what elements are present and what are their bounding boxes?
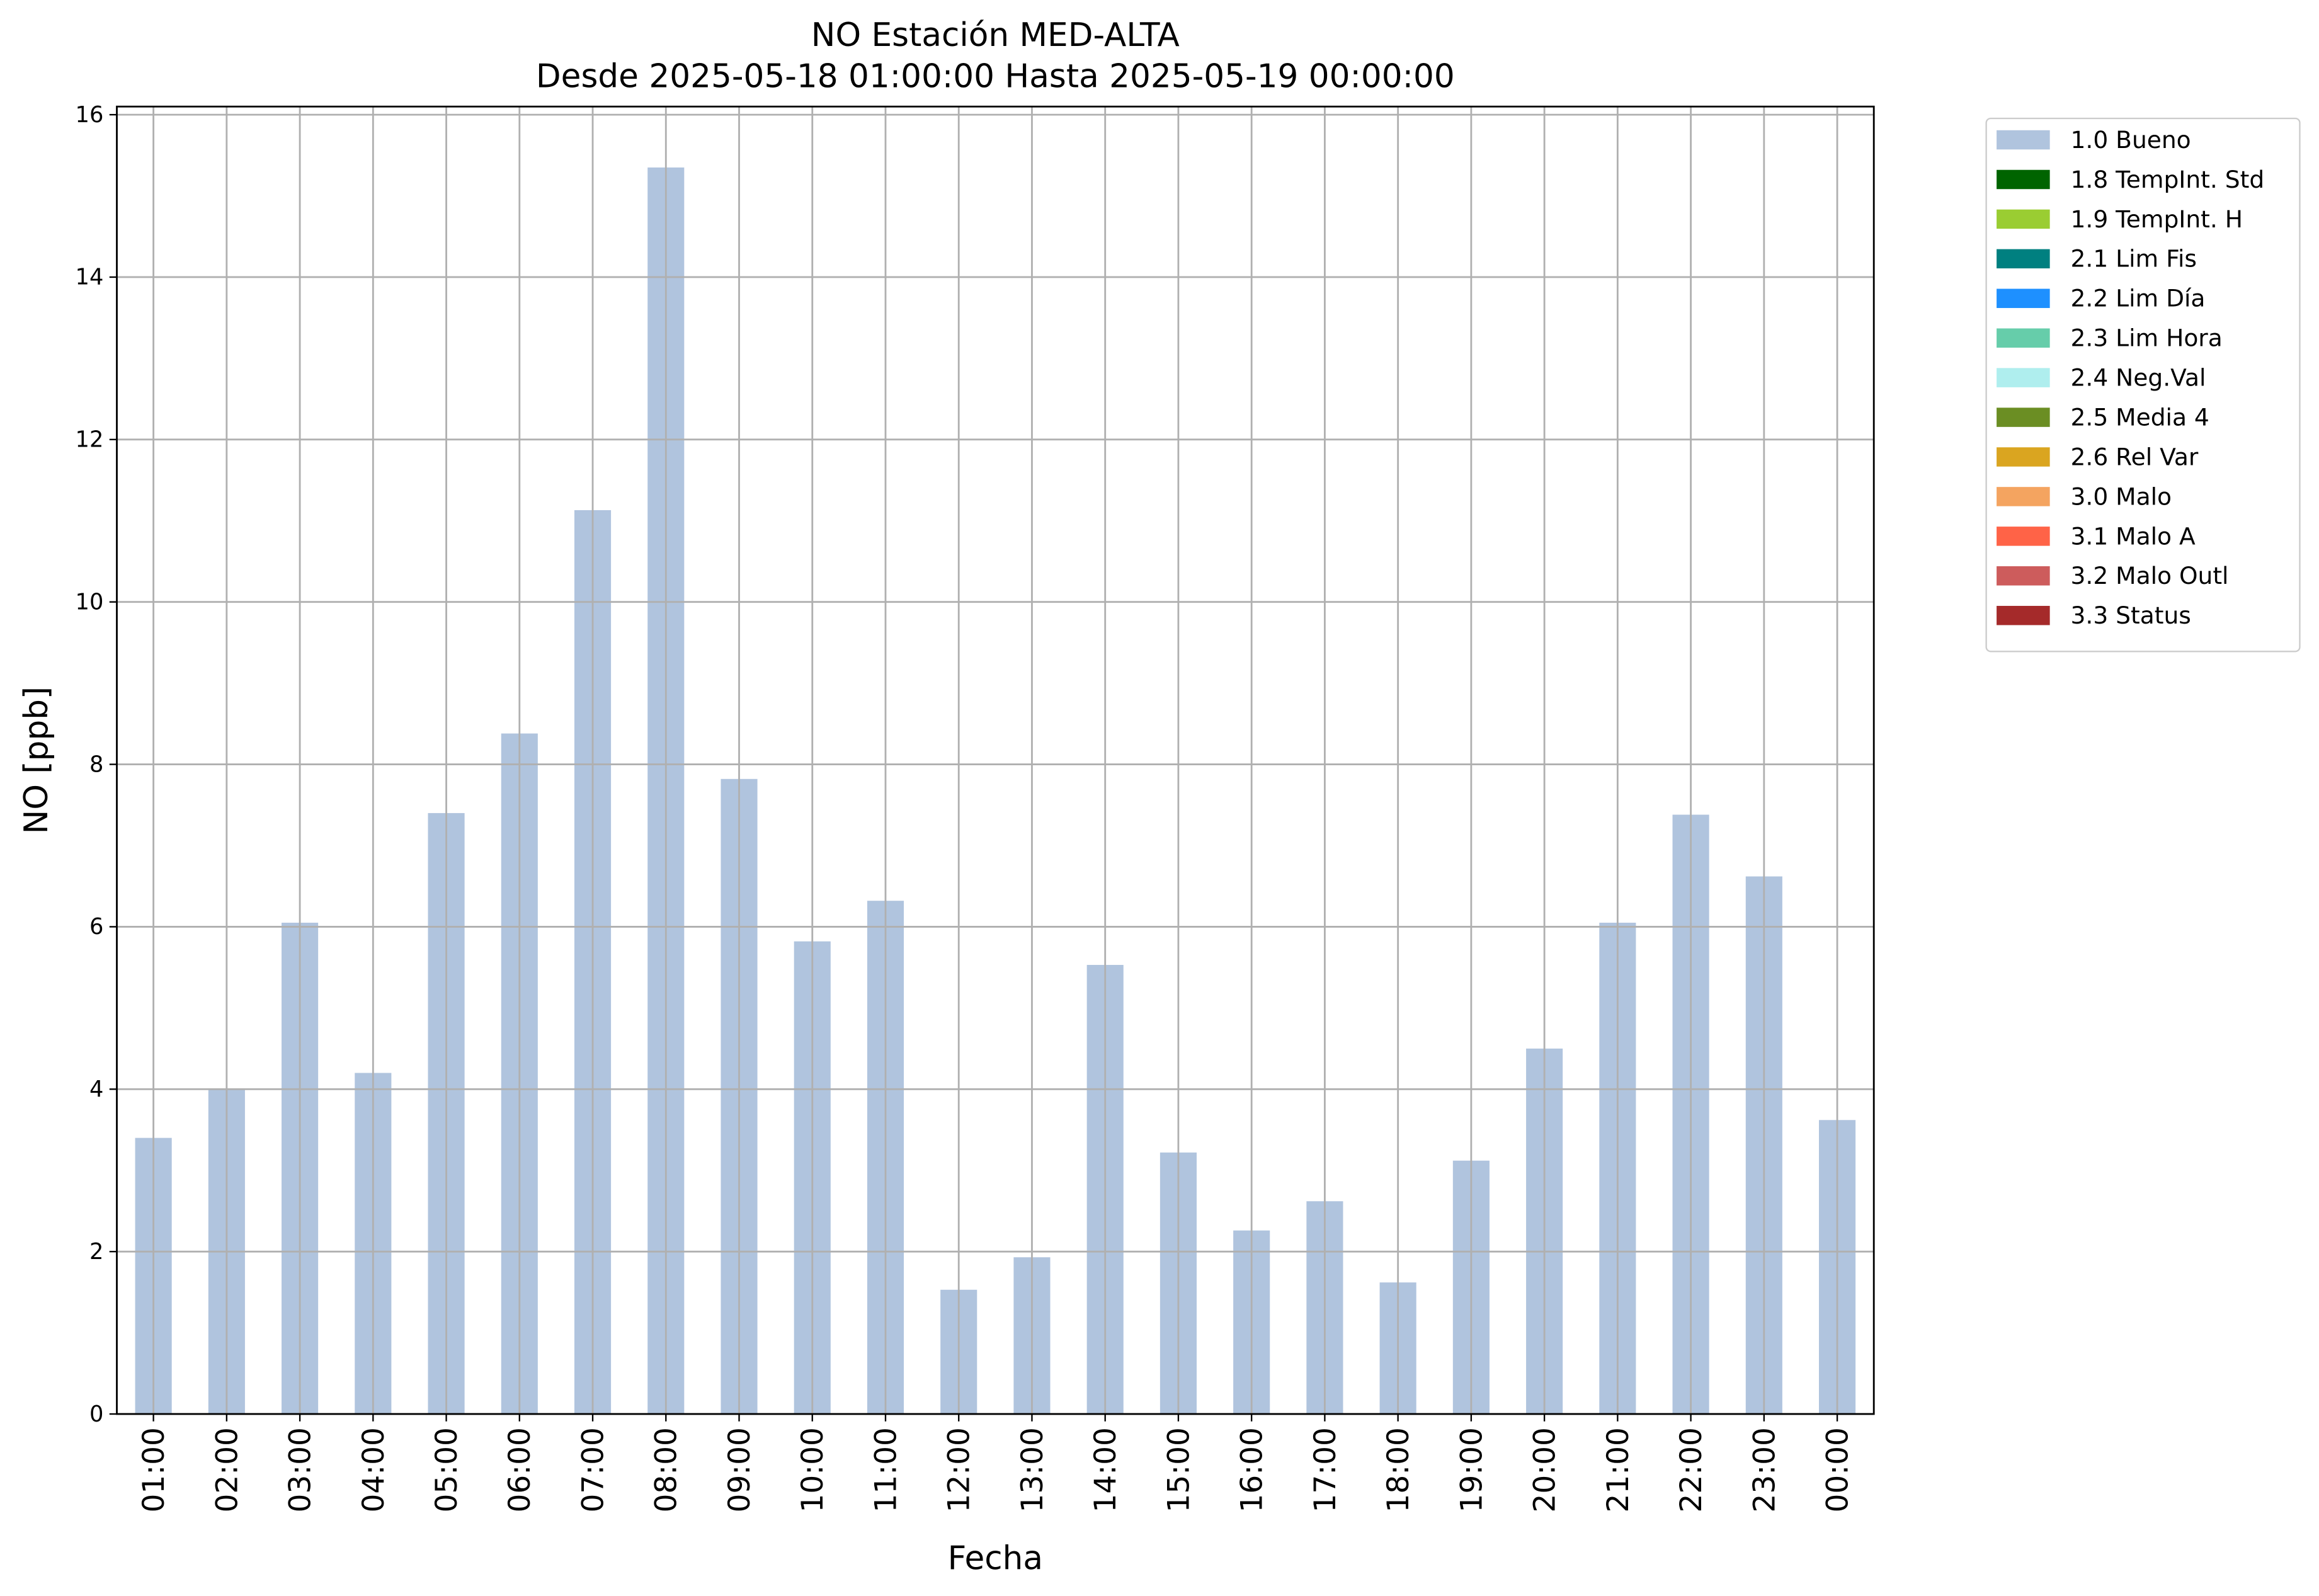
- legend-swatch: [1997, 209, 2050, 229]
- legend-swatch: [1997, 288, 2050, 309]
- chart-title: NO Estación MED-ALTA: [811, 16, 1180, 54]
- x-tick-label: 17:00: [1308, 1427, 1343, 1512]
- legend-swatch: [1997, 368, 2050, 387]
- x-tick-label: 03:00: [283, 1427, 318, 1512]
- x-tick-label: 09:00: [722, 1427, 757, 1512]
- x-tick-label: 07:00: [576, 1427, 610, 1512]
- x-tick-label: 21:00: [1601, 1427, 1636, 1512]
- y-tick-label: 8: [89, 751, 103, 777]
- x-tick-label: 02:00: [210, 1427, 244, 1512]
- x-tick-label: 00:00: [1821, 1427, 1855, 1512]
- x-tick-label: 04:00: [356, 1427, 391, 1512]
- x-tick-label: 06:00: [503, 1427, 537, 1512]
- legend-swatch: [1997, 487, 2050, 506]
- x-tick-label: 01:00: [137, 1427, 171, 1512]
- y-tick-label: 2: [89, 1239, 103, 1265]
- legend-label: 3.3 Status: [2071, 601, 2191, 629]
- legend-swatch: [1997, 527, 2050, 546]
- x-tick-label: 15:00: [1161, 1427, 1196, 1512]
- y-tick-label: 0: [89, 1401, 103, 1427]
- x-tick-label: 19:00: [1454, 1427, 1489, 1512]
- legend-label: 2.4 Neg.Val: [2071, 364, 2206, 392]
- legend-box: [1985, 117, 2301, 653]
- x-tick-label: 10:00: [795, 1427, 830, 1512]
- legend-swatch: [1997, 328, 2050, 348]
- legend-label: 2.2 Lim Día: [2071, 285, 2206, 312]
- legend-swatch: [1997, 605, 2050, 625]
- y-tick-label: 14: [76, 265, 104, 290]
- y-tick-label: 10: [76, 589, 104, 615]
- x-tick-label: 14:00: [1088, 1427, 1123, 1512]
- legend-label: 3.1 Malo A: [2071, 522, 2196, 550]
- plot-frame: [116, 105, 1875, 1415]
- legend-label: 2.1 Lim Fis: [2071, 245, 2197, 273]
- legend-label: 2.5 Media 4: [2071, 403, 2209, 431]
- legend-label: 2.3 Lim Hora: [2071, 324, 2223, 352]
- x-tick-label: 05:00: [430, 1427, 464, 1512]
- legend-swatch: [1997, 566, 2050, 586]
- legend-swatch: [1997, 447, 2050, 467]
- legend-label: 3.0 Malo: [2071, 482, 2172, 510]
- x-tick-label: 16:00: [1235, 1427, 1270, 1512]
- legend-label: 1.0 Bueno: [2071, 126, 2191, 154]
- legend-label: 1.9 TempInt. H: [2071, 205, 2243, 233]
- x-tick-label: 12:00: [942, 1427, 977, 1512]
- y-tick-label: 6: [89, 914, 103, 940]
- x-tick-label: 23:00: [1747, 1427, 1782, 1512]
- legend-label: 1.8 TempInt. Std: [2071, 166, 2265, 193]
- x-tick-label: 20:00: [1528, 1427, 1563, 1512]
- legend-swatch: [1997, 408, 2050, 427]
- y-tick-label: 12: [76, 427, 104, 453]
- y-axis-label: NO [ppb]: [18, 687, 55, 834]
- y-tick-label: 4: [89, 1076, 103, 1102]
- chart-subtitle: Desde 2025-05-18 01:00:00 Hasta 2025-05-…: [536, 58, 1455, 96]
- y-tick-label: 16: [76, 102, 104, 128]
- legend-swatch: [1997, 249, 2050, 269]
- legend-label: 3.2 Malo Outl: [2071, 562, 2229, 590]
- x-tick-label: 22:00: [1674, 1427, 1709, 1512]
- x-tick-label: 11:00: [869, 1427, 903, 1512]
- legend-swatch: [1997, 169, 2050, 190]
- x-axis-label: Fecha: [948, 1540, 1043, 1578]
- legend-label: 2.6 Rel Var: [2071, 443, 2199, 470]
- x-tick-label: 08:00: [649, 1427, 684, 1512]
- x-tick-label: 13:00: [1015, 1427, 1050, 1512]
- x-tick-label: 18:00: [1381, 1427, 1416, 1512]
- legend-swatch: [1997, 130, 2050, 150]
